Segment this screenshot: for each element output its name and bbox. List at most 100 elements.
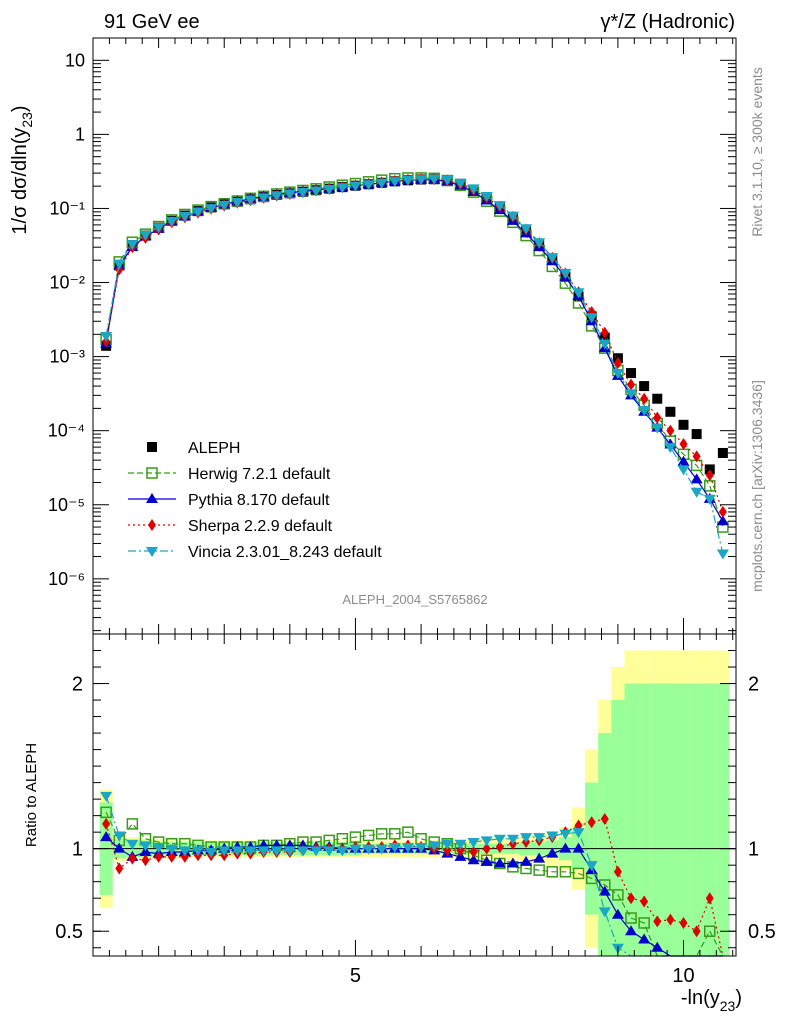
main-y-axis-label: 1/σ dσ/dln(y23): [9, 105, 35, 234]
herwig-ratio-point: [533, 864, 545, 876]
vincia-ratio-point: [139, 841, 152, 852]
analysis-id-label: ALEPH_2004_S5765862: [342, 592, 487, 607]
sherpa-point: [705, 469, 714, 482]
vincia-point: [401, 175, 414, 186]
vincia-point: [244, 195, 257, 206]
vincia-point: [690, 487, 703, 498]
pythia-point: [677, 455, 690, 466]
aleph-point: [678, 419, 689, 430]
vincia-point: [664, 443, 677, 454]
vincia-point: [585, 313, 598, 324]
aleph-point: [652, 393, 663, 404]
sherpa-point: [718, 505, 727, 518]
vincia-ratio-point: [323, 846, 336, 857]
vincia-ratio-point: [428, 841, 441, 852]
vincia-point: [375, 178, 388, 189]
vincia-point: [323, 184, 336, 195]
sherpa-ratio-point: [443, 844, 452, 857]
sherpa-ratio-point: [115, 862, 124, 875]
sherpa-point: [600, 326, 609, 339]
vincia-point: [100, 331, 113, 342]
vincia-ratio-point: [454, 839, 467, 850]
pythia-ratio-point: [506, 857, 519, 868]
legend-label: Vincia 2.3.01_8.243 default: [188, 544, 382, 561]
mcplots-reference-label: mcplots.cern.ch [arXiv:1306.3436]: [749, 380, 765, 592]
vincia-ratio-point: [231, 846, 244, 857]
sherpa-point: [653, 411, 662, 424]
sherpa-point: [640, 392, 649, 405]
herwig-ratio-point: [402, 826, 414, 838]
y-tick-label: 10⁻¹: [49, 198, 85, 218]
y-label-close: ): [9, 105, 31, 112]
vincia-point: [178, 212, 191, 223]
vincia-ratio-point: [533, 833, 546, 844]
vincia-point: [283, 189, 296, 200]
pythia-ratio-point: [598, 885, 611, 896]
y-tick-label: 10⁻⁵: [48, 495, 85, 515]
vincia-point: [677, 465, 690, 476]
pythia-ratio-point: [651, 941, 664, 952]
vincia-ratio-point: [559, 829, 572, 840]
vincia-point: [362, 180, 375, 191]
pythia-ratio-point: [638, 933, 651, 944]
vincia-point: [480, 192, 493, 203]
herwig-ratio-point: [625, 912, 637, 924]
stat-uncertainty-band: [716, 683, 730, 956]
herwig-ratio-point: [559, 866, 572, 878]
sherpa-point: [692, 450, 701, 463]
left-title: 91 GeV ee: [104, 11, 200, 33]
vincia-point: [506, 211, 519, 222]
vincia-ratio-point: [493, 834, 506, 845]
vincia-ratio-point: [520, 833, 533, 844]
pythia-ratio-point: [546, 847, 559, 858]
aleph-point: [626, 368, 637, 379]
rivet-version-label: Rivet 3.1.10, ≥ 300k events: [749, 67, 765, 237]
main-plot-marks: [100, 172, 729, 560]
right-title: γ*/Z (Hadronic): [601, 11, 735, 33]
legend-marker: [146, 467, 158, 479]
ratio-panel: 0.5 0.5 1 1 2 2 5 10: [55, 633, 776, 987]
sherpa-point: [666, 424, 675, 437]
herwig-ratio-point: [375, 828, 388, 840]
vincia-point: [598, 339, 611, 350]
pythia-point: [690, 473, 703, 484]
vincia-ratio-point: [506, 834, 519, 845]
stat-uncertainty-band: [676, 683, 691, 956]
vincia-point: [559, 268, 572, 279]
vincia-point: [533, 238, 546, 249]
ratio-y-axis-label: Ratio to ALEPH: [23, 743, 40, 847]
x-axis-label: -ln(y23): [681, 987, 742, 1014]
legend-label: Herwig 7.2.1 default: [188, 466, 331, 483]
vincia-point: [231, 198, 244, 209]
vincia-ratio-point: [585, 861, 598, 872]
vincia-point: [388, 177, 401, 188]
vincia-ratio-point: [205, 847, 218, 858]
sherpa-ratio-point: [705, 892, 714, 905]
vincia-point: [546, 253, 559, 264]
sherpa-ratio-point: [495, 841, 504, 854]
pythia-ratio-point: [480, 855, 493, 866]
vincia-point: [441, 175, 454, 186]
vincia-ratio-point: [572, 828, 585, 839]
ratio-y-tick-label-right: 0.5: [748, 921, 776, 943]
y-label-subscript: 23: [19, 112, 35, 128]
vincia-point: [493, 201, 506, 212]
stat-uncertainty-band: [663, 683, 677, 956]
vincia-point: [611, 369, 624, 380]
pythia-ratio-point: [467, 854, 480, 865]
sherpa-ratio-point: [482, 842, 491, 855]
vincia-point: [572, 288, 585, 299]
vincia-ratio-point: [415, 843, 428, 854]
legend-label: Sherpa 2.2.9 default: [188, 518, 333, 535]
vincia-ratio-point: [296, 846, 309, 857]
ratio-plot-marks: [93, 650, 736, 957]
ratio-frame: [92, 633, 737, 957]
sherpa-ratio-point: [102, 817, 111, 830]
y-tick-label: 10⁻⁶: [48, 569, 85, 589]
legend-label: ALEPH: [188, 440, 240, 457]
vincia-point: [336, 183, 349, 194]
sherpa-point: [627, 378, 636, 391]
sherpa-ratio-point: [653, 915, 662, 928]
herwig-ratio-point: [572, 867, 585, 880]
